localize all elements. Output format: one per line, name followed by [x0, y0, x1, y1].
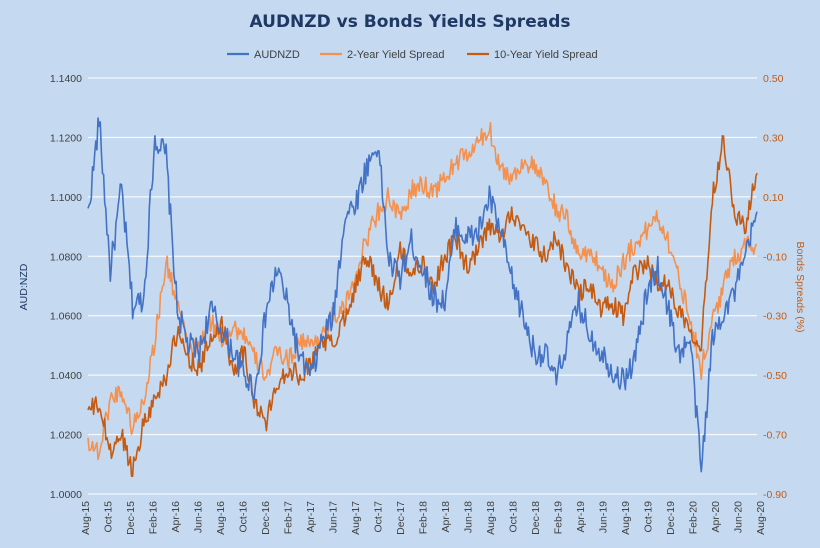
x-tick-label: Dec-15 [125, 501, 137, 535]
x-tick-label: Jun-16 [193, 501, 205, 533]
x-tick-label: Oct-16 [238, 501, 250, 533]
x-tick-label: Aug-19 [620, 501, 632, 535]
right-tick-label: -0.10 [763, 251, 787, 263]
x-tick-label: Apr-20 [710, 501, 722, 533]
legend: AUDNZD 2-Year Yield Spread 10-Year Yield… [227, 49, 598, 61]
series-line-audnzd [87, 117, 758, 473]
x-tick-label: Jun-20 [733, 501, 745, 533]
x-tick-label: Aug-18 [485, 501, 497, 535]
left-tick-label: 1.1400 [50, 73, 82, 85]
x-tick-label: Jun-19 [598, 501, 610, 533]
right-axis-ticks: -0.90 -0.70 -0.50 -0.30 -0.10 0.10 0.30 0.50 [763, 73, 787, 501]
left-tick-label: 1.1200 [50, 132, 82, 144]
x-tick-label: Oct-15 [103, 501, 115, 533]
x-tick-label: Apr-19 [575, 501, 587, 533]
left-axis-label: AUD:NZD [18, 263, 30, 310]
x-tick-label: Dec-16 [260, 501, 272, 535]
legend-label-audnzd: AUDNZD [254, 49, 300, 61]
gridlines [88, 77, 757, 495]
left-tick-label: 1.1000 [50, 192, 82, 204]
left-tick-label: 1.0800 [50, 251, 82, 263]
x-tick-label: Oct-17 [373, 501, 385, 533]
x-tick-label: Feb-20 [688, 501, 700, 534]
x-tick-label: Feb-18 [418, 501, 430, 534]
right-tick-label: 0.50 [763, 73, 784, 85]
right-tick-label: -0.50 [763, 370, 787, 382]
left-tick-label: 1.0200 [50, 430, 82, 442]
chart-title: AUDNZD vs Bonds Yields Spreads [250, 12, 571, 32]
left-axis-ticks: 1.0000 1.0200 1.0400 1.0600 1.0800 1.1000 1.12… [50, 73, 82, 501]
x-tick-label: Apr-18 [440, 501, 452, 533]
x-tick-label: Feb-19 [553, 501, 565, 534]
x-tick-label: Dec-17 [395, 501, 407, 535]
x-tick-label: Dec-18 [530, 501, 542, 535]
x-tick-label: Oct-19 [643, 501, 655, 533]
x-tick-label: Dec-19 [665, 501, 677, 535]
left-tick-label: 1.0600 [50, 311, 82, 323]
right-axis-label: Bonds Spreads (%) [794, 241, 806, 332]
x-tick-label: Jun-18 [463, 501, 475, 533]
x-tick-label: Aug-16 [215, 501, 227, 535]
x-tick-label: Oct-18 [508, 501, 520, 533]
legend-label-10yr: 10-Year Yield Spread [494, 49, 598, 61]
x-axis-ticks: Aug-15 Oct-15 Dec-15 Feb-16 Apr-16 Jun-16 Aug-… [80, 501, 767, 535]
x-tick-label: Aug-17 [350, 501, 362, 535]
legend-label-2yr: 2-Year Yield Spread [347, 49, 444, 61]
left-tick-label: 1.0000 [50, 489, 82, 501]
series-lines [87, 117, 758, 478]
series-line-2yr [87, 121, 758, 461]
x-tick-label: Feb-16 [148, 501, 160, 534]
left-tick-label: 1.0400 [50, 370, 82, 382]
x-tick-label: Feb-17 [283, 501, 295, 534]
right-tick-label: 0.30 [763, 132, 784, 144]
x-tick-label: Jun-17 [328, 501, 340, 533]
right-tick-label: -0.70 [763, 430, 787, 442]
series-line-10yr [87, 135, 758, 478]
x-tick-label: Apr-16 [170, 501, 182, 533]
right-tick-label: -0.90 [763, 489, 787, 501]
right-tick-label: 0.10 [763, 192, 784, 204]
x-tick-label: Aug-15 [80, 501, 92, 535]
right-tick-label: -0.30 [763, 311, 787, 323]
x-tick-label: Apr-17 [305, 501, 317, 533]
x-tick-label: Aug-20 [755, 501, 767, 535]
